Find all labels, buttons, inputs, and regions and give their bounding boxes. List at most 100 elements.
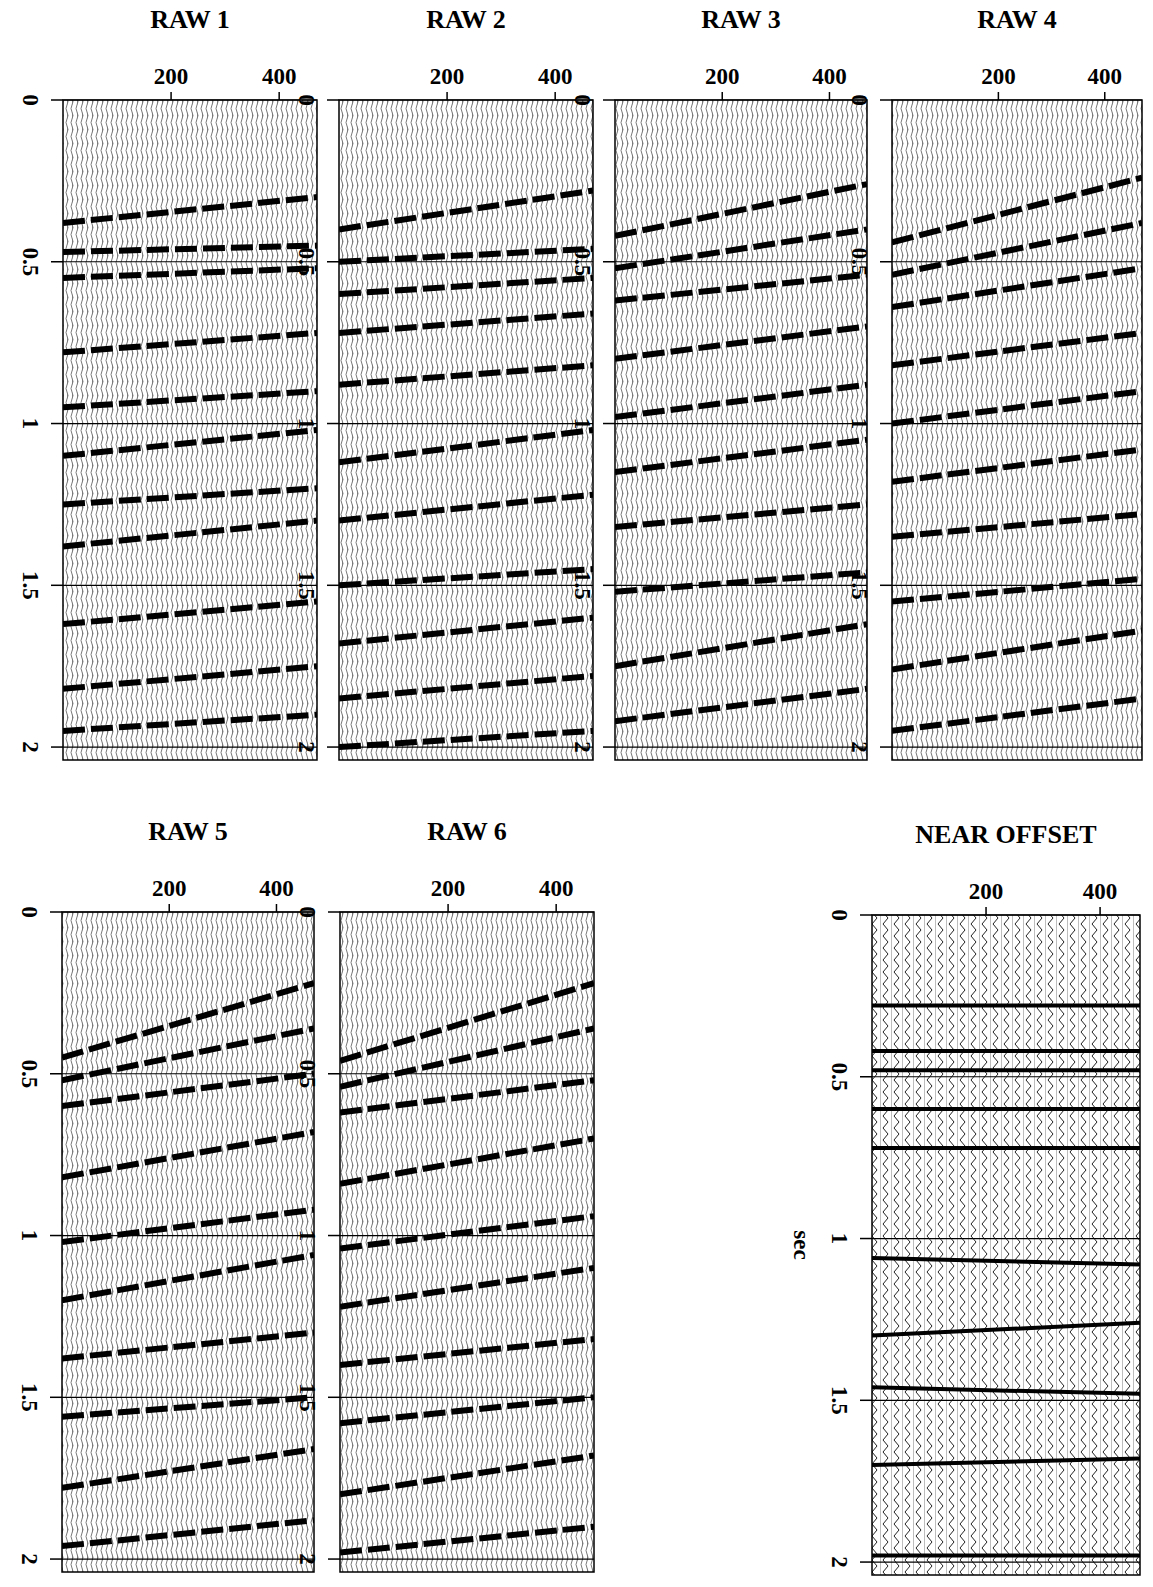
y-axis-title: sec <box>789 1230 814 1259</box>
grid-line <box>872 1076 1140 1077</box>
y-tick-label: 2 <box>570 741 595 753</box>
events <box>63 197 317 731</box>
reflector <box>62 1255 314 1300</box>
reflector <box>872 1004 1140 1008</box>
panel-title: RAW 3 <box>701 5 781 34</box>
grid-line <box>63 585 317 586</box>
y-tick-label: 1 <box>847 418 872 430</box>
x-tick <box>721 92 723 100</box>
reflector <box>62 1028 314 1080</box>
y-tick-label: 1 <box>294 418 319 430</box>
y-tick <box>50 1397 62 1399</box>
reflector <box>63 521 317 547</box>
x-tick <box>1099 907 1101 915</box>
grid-line <box>339 423 593 424</box>
reflector <box>63 391 317 407</box>
reflector <box>63 197 317 223</box>
reflector <box>615 275 867 301</box>
reflector <box>872 1554 1140 1558</box>
y-tick-label: 2 <box>295 1553 320 1565</box>
x-tick-label: 400 <box>538 64 573 89</box>
reflector <box>63 430 317 456</box>
y-tick <box>327 261 339 263</box>
reflector <box>339 430 593 462</box>
x-tick <box>170 92 172 100</box>
events <box>340 983 594 1552</box>
panel: RAW 220040000.511.52 <box>294 5 593 760</box>
y-tick <box>328 1558 340 1560</box>
x-tick <box>446 92 448 100</box>
grid-line <box>340 1073 594 1074</box>
panel: NEAR OFFSET20040000.511.52sec <box>789 820 1140 1575</box>
reflector <box>615 689 867 721</box>
grid-line <box>339 585 593 586</box>
y-tick-label: 0.5 <box>17 1059 42 1088</box>
reflector <box>63 333 317 352</box>
reflector <box>340 1216 594 1248</box>
y-tick <box>880 261 892 263</box>
reflector <box>63 666 317 689</box>
y-tick-label: 1.5 <box>17 1383 42 1412</box>
grid-line <box>892 585 1142 586</box>
reflector <box>63 268 317 278</box>
reflector <box>615 440 867 472</box>
y-tick <box>327 585 339 587</box>
y-tick-label: 0 <box>570 94 595 106</box>
reflector <box>892 391 1142 423</box>
y-tick-label: 2 <box>827 1556 852 1568</box>
reflector <box>340 1138 594 1183</box>
reflector <box>872 1459 1140 1465</box>
grid-line <box>340 1235 594 1236</box>
reflector <box>340 1268 594 1307</box>
panel-title: RAW 2 <box>426 5 506 34</box>
y-tick-label: 2 <box>847 741 872 753</box>
x-tick-label: 400 <box>1083 879 1118 904</box>
panel-title: NEAR OFFSET <box>915 820 1096 849</box>
y-tick <box>860 1561 872 1563</box>
reflector <box>892 631 1142 670</box>
y-tick-label: 0 <box>847 94 872 106</box>
grid-line <box>63 746 317 747</box>
panel-title: RAW 4 <box>977 5 1057 34</box>
reflector <box>339 278 593 294</box>
y-tick-label: 1.5 <box>847 571 872 600</box>
reflector <box>339 676 593 699</box>
reflector <box>892 579 1142 602</box>
trace-texture <box>63 100 317 760</box>
x-tick-label: 200 <box>969 879 1004 904</box>
y-tick-label: 0 <box>17 906 42 918</box>
reflector <box>872 1068 1140 1072</box>
reflector <box>615 184 867 236</box>
reflector <box>62 1449 314 1488</box>
x-tick <box>447 904 449 912</box>
reflector <box>62 1132 314 1177</box>
events <box>339 191 593 747</box>
reflector <box>615 229 867 268</box>
grid-line <box>615 423 867 424</box>
y-tick <box>51 99 63 101</box>
y-tick <box>327 746 339 748</box>
events <box>872 1006 1140 1556</box>
reflector <box>615 385 867 417</box>
x-tick-label: 200 <box>154 64 189 89</box>
y-tick <box>51 585 63 587</box>
grid-line <box>339 261 593 262</box>
x-tick <box>985 907 987 915</box>
trace-texture <box>892 100 1142 760</box>
grid-line <box>339 746 593 747</box>
grid-line <box>615 746 867 747</box>
reflector <box>892 449 1142 481</box>
y-tick <box>880 423 892 425</box>
y-tick-label: 1.5 <box>295 1383 320 1412</box>
grid-line <box>63 423 317 424</box>
reflector <box>339 731 593 747</box>
reflector <box>339 249 593 262</box>
y-tick-label: 1 <box>17 1230 42 1242</box>
y-tick <box>603 423 615 425</box>
reflector <box>340 1527 594 1553</box>
x-tick-label: 200 <box>152 876 187 901</box>
x-tick <box>276 904 278 912</box>
panel-title: RAW 6 <box>427 817 507 846</box>
y-tick <box>603 99 615 101</box>
x-tick-label: 200 <box>981 64 1016 89</box>
